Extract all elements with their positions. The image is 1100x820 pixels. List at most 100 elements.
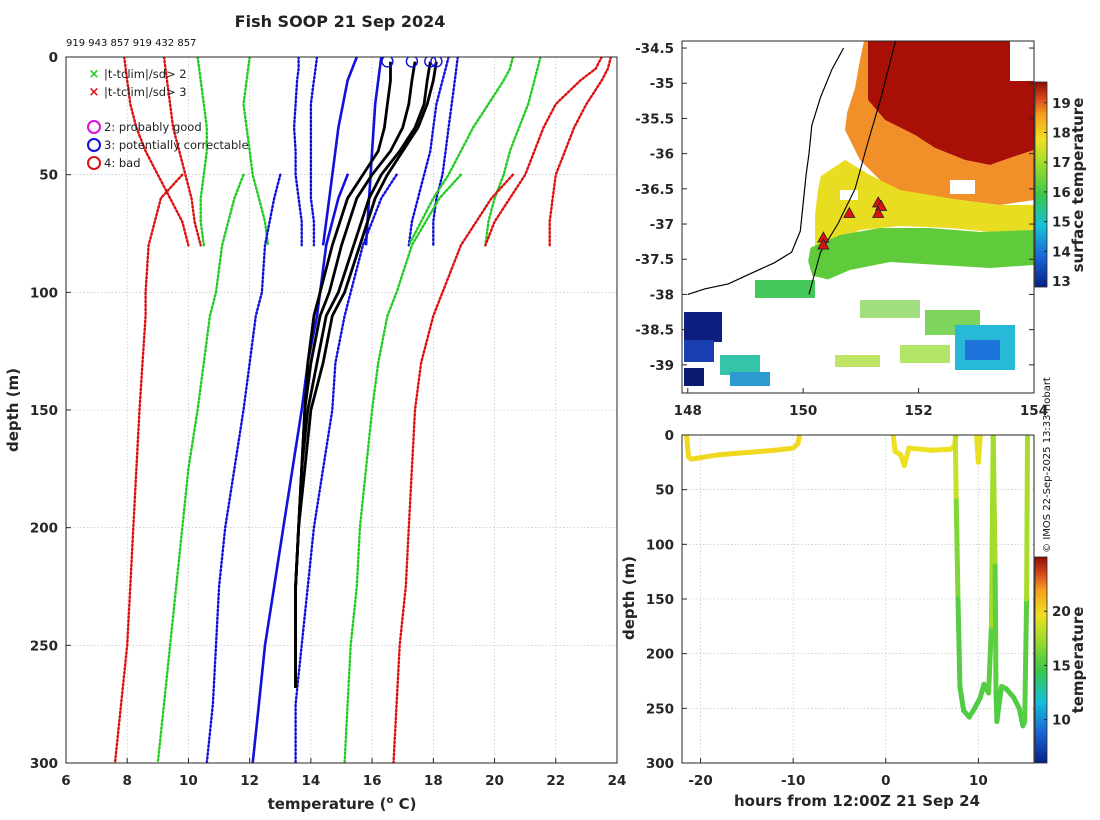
legend-bad-label: 4: bad (104, 156, 141, 170)
map-y-tick-label: -35.5 (635, 111, 674, 127)
climatology-short-sd2 (242, 57, 270, 247)
ts-track-segment (955, 596, 963, 689)
observed-blue-profile (321, 57, 359, 246)
ts-y-tick-label: 250 (646, 701, 674, 717)
climatology-short-sd1 (407, 57, 450, 247)
map-y-tick-label: -34.5 (635, 41, 674, 57)
ts-track-segment (990, 435, 998, 569)
ts-x-ticks: -20 -10 0 10 (688, 758, 988, 789)
ts-y-ticks: 0 50 100 150 200 250 300 (646, 428, 687, 772)
sst-field (682, 41, 1034, 393)
profile-x-tick-label: 10 (179, 773, 198, 789)
climatology-short-sd3 (162, 57, 202, 247)
ts-track-segment (952, 435, 959, 504)
land-mask (682, 41, 864, 393)
profile-y-tick-label: 300 (30, 756, 58, 772)
map-x-tick-label: 152 (904, 403, 932, 419)
map-frame (681, 40, 1035, 394)
legend-red-x-marker: × (89, 85, 100, 100)
ts-track-segment (986, 623, 994, 696)
legend-correctable-label: 3: potentially correctable (104, 138, 249, 152)
profile-x-tick-label: 20 (485, 773, 504, 789)
ts-track-segment (684, 435, 691, 460)
climatology-long-sd3 (392, 173, 515, 763)
profile-legend: × |t-tclim|/sd> 2 × |t-tclim|/sd> 3 2: p… (87, 67, 249, 170)
profile-x-label: temperature (o C) (268, 795, 417, 813)
profile-y-tick-label: 200 (30, 521, 58, 537)
ts-track-segment (795, 435, 803, 447)
ts-x-tick-label: 10 (969, 773, 988, 789)
observed-black-profile (294, 61, 438, 688)
ts-y-tick-label: 200 (646, 647, 674, 663)
sst-colorbar-tick-label: 19 (1052, 96, 1071, 112)
legend-bad-marker (87, 156, 101, 170)
temp-colorbar-tick-label: 15 (1052, 658, 1071, 674)
sst-yellow-band (815, 160, 1034, 260)
climatology-long-sd1 (294, 173, 398, 763)
profile-x-tick-label: 12 (240, 773, 259, 789)
qc-flag-marker (381, 57, 394, 68)
climatology-short-sd1 (432, 57, 459, 247)
sst-colorbar (1034, 81, 1048, 288)
profile-lines (113, 57, 613, 763)
map-y-tick-label: -38 (650, 287, 674, 303)
ts-y-tick-label: 0 (665, 428, 674, 444)
ts-track-segment (996, 684, 1005, 709)
depth-time-chart: -20 -10 0 10 0 50 100 150 200 250 300 hours from … (620, 428, 1087, 810)
ts-track-segment (906, 445, 935, 453)
profile-y-tick-label: 150 (30, 403, 58, 419)
station-marker (872, 206, 885, 218)
temp-colorbar-tick-label: 20 (1052, 604, 1071, 620)
legend-green-x-marker: × (89, 67, 100, 82)
profile-chart: 6 8 10 12 14 16 18 20 22 24 0 50 100 150 200 250 300 te… (4, 50, 626, 813)
ts-track-segment (901, 445, 912, 469)
ts-track-segment (1022, 596, 1030, 724)
ts-track-segment (953, 498, 961, 602)
profile-x-tick-label: 24 (608, 773, 627, 789)
sst-colorbar-label: surface temperature (1069, 98, 1087, 273)
climatology-short-sd1 (292, 57, 303, 247)
ts-track-segment (772, 445, 796, 453)
ts-x-tick-label: 0 (881, 773, 890, 789)
temp-colorbar-tick-label: 10 (1052, 713, 1071, 729)
ts-y-tick-label: 300 (646, 756, 674, 772)
ts-track-segment (975, 435, 983, 465)
climatology-short-sd2 (196, 57, 208, 247)
map-y-tick-label: -38.5 (635, 323, 674, 339)
coastline (687, 47, 845, 295)
temp-colorbar-ticks: 10 15 20 (1044, 604, 1071, 729)
profile-y-tick-label: 0 (49, 50, 58, 66)
ts-points (684, 435, 1030, 729)
sst-orange-band (845, 41, 1034, 205)
sst-green-band (805, 228, 1034, 285)
ts-y-tick-label: 50 (655, 483, 674, 499)
sst-colorbar-tick-label: 13 (1052, 274, 1071, 290)
map-y-tick-label: -37 (650, 217, 674, 233)
climatology-short-sd3 (123, 57, 190, 247)
map-y-tick-label: -35 (650, 76, 674, 92)
ts-track-segment (957, 684, 967, 713)
ts-track-segment (992, 563, 999, 695)
profile-y-tick-label: 100 (30, 285, 58, 301)
climatology-long-sd2 (343, 173, 463, 763)
climatology-short-sd3 (548, 57, 613, 247)
temp-colorbar (1034, 556, 1048, 764)
map-x-tick-label: 154 (1020, 403, 1048, 419)
ts-x-tick-label: -10 (781, 773, 805, 789)
sst-colorbar-ticks: 13 14 15 16 17 18 19 (1044, 96, 1071, 290)
profile-x-tick-label: 16 (363, 773, 382, 789)
climatology-short-sd2 (484, 57, 542, 247)
profile-x-tick-label: 18 (424, 773, 443, 789)
sst-warm-core (868, 41, 1034, 165)
legend-correctable-marker (87, 138, 101, 152)
station-marker (817, 238, 830, 250)
climatology-short-sd1 (309, 57, 319, 247)
shelf-contour (808, 41, 897, 295)
climatology-long-sd2 (156, 173, 245, 763)
profile-x-ticks: 6 8 10 12 14 16 18 20 22 24 (61, 758, 626, 789)
qc-flag-marker (424, 57, 437, 68)
ts-track-segment (688, 452, 722, 462)
ts-track-segment (994, 703, 1002, 724)
platform-ids: 919 943 857 919 432 857 (66, 38, 196, 49)
profile-x-tick-label: 14 (301, 773, 320, 789)
